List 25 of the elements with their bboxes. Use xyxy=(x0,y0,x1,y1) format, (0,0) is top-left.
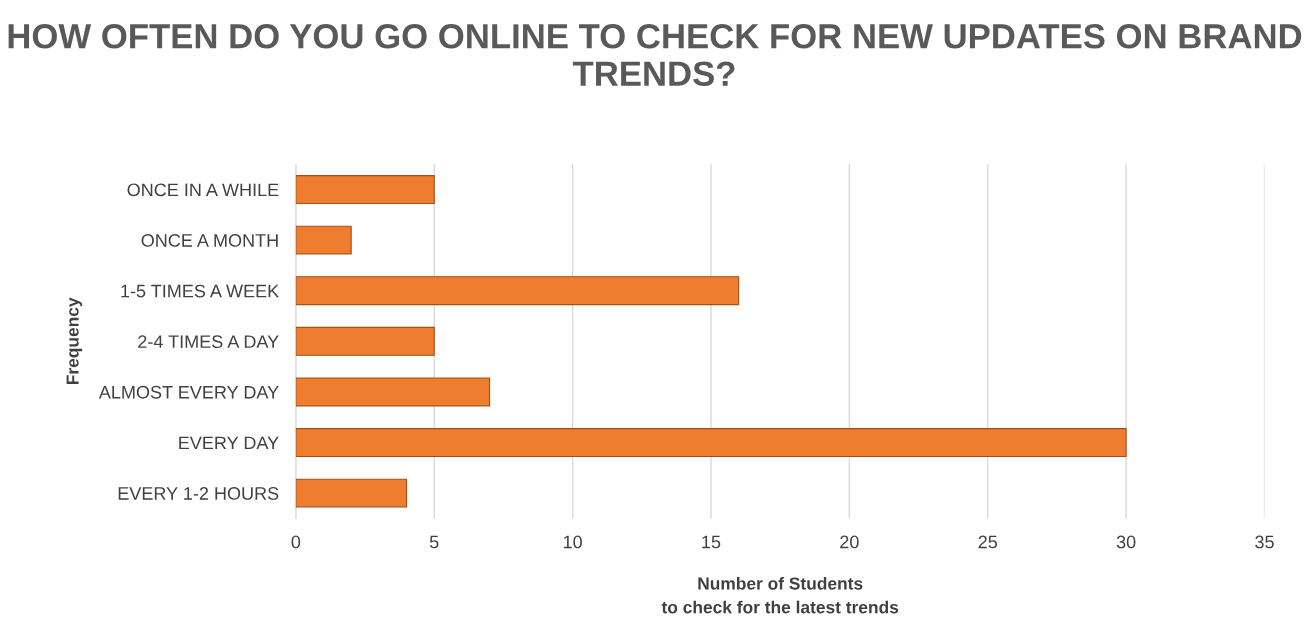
bar xyxy=(295,428,1127,457)
chart-title: HOW OFTEN DO YOU GO ONLINE TO CHECK FOR NEW UPDATES ON BRAND TRENDS? xyxy=(8,23,1302,86)
y-tick-label: EVERY DAY xyxy=(179,436,279,450)
x-tick-label: 35 xyxy=(1255,535,1274,549)
bar xyxy=(295,478,408,508)
y-tick-label: 2-4 TIMES A DAY xyxy=(138,335,279,349)
x-tick-label: 20 xyxy=(840,535,859,549)
x-tick-label: 10 xyxy=(563,535,582,549)
bar xyxy=(295,225,352,255)
y-tick-label: ONCE A MONTH xyxy=(141,234,278,247)
x-tick-label: 30 xyxy=(1116,535,1136,549)
x-tick-label: 15 xyxy=(702,535,721,549)
y-tick-label: ALMOST EVERY DAY xyxy=(98,385,279,399)
x-tick-label: 0 xyxy=(291,535,301,549)
bar xyxy=(295,276,740,306)
y-tick-label: EVERY 1-2 HOURS xyxy=(118,487,279,500)
y-tick-label: 1-5 TIMES A WEEK xyxy=(121,284,279,298)
bar xyxy=(295,377,491,407)
y-tick-label: ONCE IN A WHILE xyxy=(127,183,279,197)
x-axis-title: Number of Students to check for the latest trends xyxy=(661,576,899,614)
y-axis-title: Frequency xyxy=(66,297,83,385)
x-tick-label: 5 xyxy=(429,535,439,549)
x-tick-label: 25 xyxy=(978,535,998,549)
bar xyxy=(295,326,435,356)
bar xyxy=(295,175,435,204)
